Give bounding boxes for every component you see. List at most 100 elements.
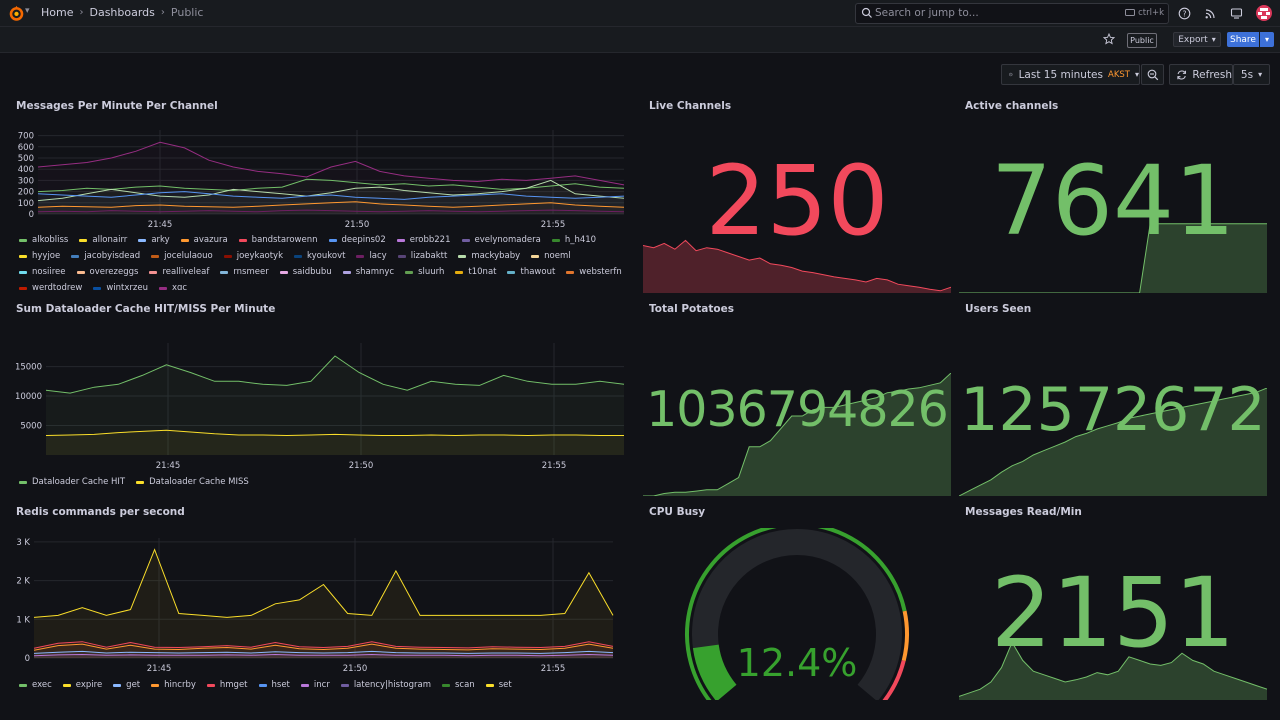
legend-label: jocelulaouo xyxy=(164,251,213,261)
legend-item[interactable]: h_h410 xyxy=(551,235,596,246)
panel-messages-read[interactable]: Messages Read/Min 2151 xyxy=(959,506,1267,700)
chevron-down-icon[interactable]: ▾ xyxy=(25,6,30,16)
legend-item[interactable]: scan xyxy=(442,678,475,692)
legend-item[interactable]: noeml xyxy=(531,251,571,262)
legend-item[interactable]: alkobliss xyxy=(19,235,68,246)
series-line-scan xyxy=(33,548,614,618)
panel-messages-per-minute[interactable]: Messages Per Minute Per Channel 0 100 200 3… xyxy=(16,100,628,290)
legend-label: Dataloader Cache MISS xyxy=(149,476,249,487)
legend-label: incr xyxy=(313,679,330,690)
legend-item[interactable]: websterfn xyxy=(566,267,622,278)
legend-item[interactable]: Dataloader Cache MISS xyxy=(136,475,249,489)
legend-item[interactable]: deepins02 xyxy=(328,235,386,246)
legend-item[interactable]: rnsmeer xyxy=(220,267,269,278)
export-button[interactable]: Export ▾ xyxy=(1173,32,1221,47)
legend-label: noeml xyxy=(544,251,571,261)
legend-item[interactable]: expire xyxy=(62,678,102,692)
breadcrumb-dashboards[interactable]: Dashboards xyxy=(89,6,155,19)
legend-item[interactable]: hmget xyxy=(206,678,248,692)
panel-active-channels[interactable]: Active channels 7641 xyxy=(959,100,1267,293)
legend-item[interactable]: werdtodrew xyxy=(19,283,82,290)
legend-swatch xyxy=(340,683,349,687)
legend-item[interactable]: sluurh xyxy=(405,267,444,278)
legend-item[interactable]: overezeggs xyxy=(76,267,138,278)
cpu-busy-value: 12.4% xyxy=(736,641,858,685)
redis-commands-chart[interactable]: 0 1 K 2 K 3 K 21:45 21:50 21:55 xyxy=(16,530,628,676)
legend-item[interactable]: t10nat xyxy=(455,267,496,278)
legend-label: deepins02 xyxy=(341,235,386,245)
rss-icon[interactable] xyxy=(1204,7,1217,20)
legend-item[interactable]: hyyjoe xyxy=(19,251,60,262)
search-input[interactable]: Search or jump to... ctrl+k xyxy=(855,3,1169,24)
panel-redis-commands[interactable]: Redis commands per second 0 1 K 2 K 3 K 21:4… xyxy=(16,506,628,700)
legend-label: xqc xyxy=(171,283,188,290)
legend-item[interactable]: evelynomadera xyxy=(461,235,541,246)
legend-item[interactable]: lizabaktt xyxy=(397,251,447,262)
panel-cpu-busy[interactable]: CPU Busy 12.4% xyxy=(643,506,951,700)
refresh-icon xyxy=(1177,70,1186,79)
legend-swatch xyxy=(220,271,229,274)
panel-live-channels[interactable]: Live Channels 250 xyxy=(643,100,951,293)
legend-item[interactable]: mackybaby xyxy=(458,251,520,262)
series-line-deepins02 xyxy=(37,191,625,200)
chevron-down-icon: ▾ xyxy=(1258,70,1263,79)
refresh-interval-picker[interactable]: 5s ▾ xyxy=(1233,64,1270,85)
time-range-picker[interactable]: Last 15 minutes AKST ▾ xyxy=(1001,64,1140,85)
legend-item[interactable]: joeykaotyk xyxy=(223,251,283,262)
legend-item[interactable]: arky xyxy=(138,235,170,246)
legend-label: nosiiree xyxy=(32,267,66,277)
share-menu-button[interactable]: ▾ xyxy=(1260,32,1274,47)
legend-item[interactable]: Dataloader Cache HIT xyxy=(19,475,125,489)
star-icon[interactable] xyxy=(1103,33,1115,45)
legend-item[interactable]: realliveleaf xyxy=(149,267,209,278)
panel-total-potatoes[interactable]: Total Potatoes 1036794826 xyxy=(643,303,951,496)
refresh-button[interactable]: Refresh xyxy=(1169,64,1233,85)
legend-item[interactable]: shamnyc xyxy=(342,267,394,278)
legend-item[interactable]: allonairr xyxy=(79,235,127,246)
legend-item[interactable]: hincrby xyxy=(151,678,196,692)
y-tick-label: 0 xyxy=(25,654,30,664)
legend-item[interactable]: exec xyxy=(19,678,52,692)
share-button[interactable]: Share xyxy=(1227,32,1259,47)
help-icon[interactable]: ? xyxy=(1178,7,1191,20)
legend-item[interactable]: thawout xyxy=(507,267,555,278)
legend-item[interactable]: latency|histogram xyxy=(340,678,431,692)
legend-item[interactable]: saidbubu xyxy=(279,267,332,278)
legend-item[interactable]: incr xyxy=(300,678,330,692)
y-tick-label: 3 K xyxy=(16,538,30,548)
panel-dataloader-cache[interactable]: Sum Dataloader Cache HIT/MISS Per Minute… xyxy=(16,303,628,493)
sparkline-area xyxy=(959,388,1267,496)
legend-item[interactable]: set xyxy=(485,678,512,692)
legend-item[interactable]: nosiiree xyxy=(19,267,66,278)
legend-item[interactable]: bandstarowenn xyxy=(238,235,318,246)
series-line-xqc xyxy=(37,141,625,186)
search-placeholder: Search or jump to... xyxy=(875,7,979,19)
breadcrumb-home[interactable]: Home xyxy=(41,6,74,19)
legend-item[interactable]: lacy xyxy=(356,251,387,262)
monitor-icon[interactable] xyxy=(1230,7,1243,20)
dataloader-cache-chart[interactable]: 5000 10000 15000 21:45 21:50 21:55 xyxy=(16,343,628,471)
legend-label: sluurh xyxy=(418,267,445,277)
legend-item[interactable]: wintxrzeu xyxy=(93,283,148,290)
legend-item[interactable]: jacobyisdead xyxy=(71,251,140,262)
legend-item[interactable]: kyoukovt xyxy=(294,251,345,262)
legend-item[interactable]: get xyxy=(113,678,140,692)
zoom-out-button[interactable] xyxy=(1141,64,1164,85)
legend-label: lacy xyxy=(369,251,387,261)
legend-swatch xyxy=(458,255,467,258)
legend-item[interactable]: hset xyxy=(258,678,290,692)
legend-item[interactable]: erobb221 xyxy=(396,235,451,246)
legend-item[interactable]: xqc xyxy=(158,283,188,290)
avatar[interactable] xyxy=(1256,5,1272,21)
panel-users-seen[interactable]: Users Seen 12572672 xyxy=(959,303,1267,496)
grafana-logo-icon[interactable] xyxy=(8,5,25,22)
legend-swatch xyxy=(19,480,27,484)
series-area xyxy=(34,644,613,658)
legend-item[interactable]: jocelulaouo xyxy=(151,251,213,262)
legend-item[interactable]: avazura xyxy=(180,235,228,246)
legend-swatch xyxy=(342,271,351,274)
timezone-badge: AKST xyxy=(1108,69,1130,80)
legend-swatch xyxy=(19,271,27,274)
legend-swatch xyxy=(238,239,247,242)
